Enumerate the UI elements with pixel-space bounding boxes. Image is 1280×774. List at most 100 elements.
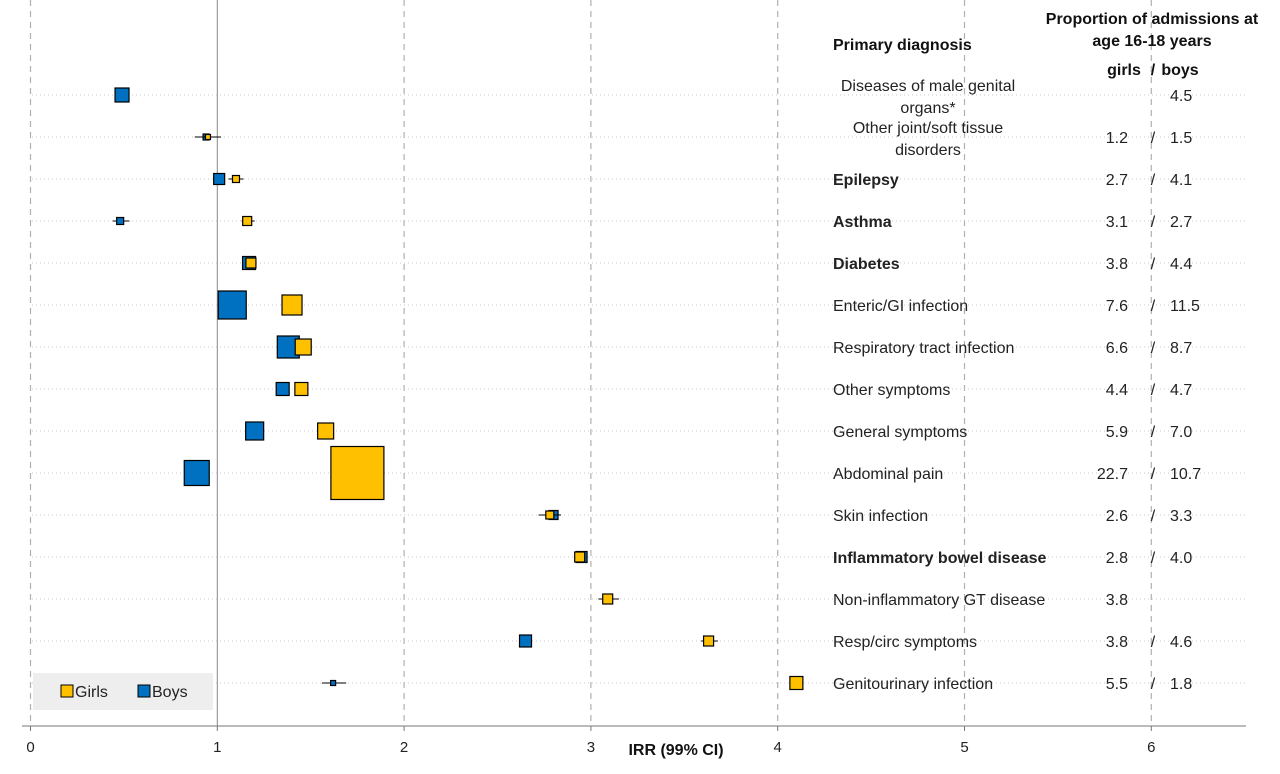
prop-boys-value: 4.5 (1170, 88, 1192, 105)
diagnosis-label: Skin infection (833, 508, 928, 525)
girls-point (598, 593, 619, 605)
prop-slash: / (1151, 550, 1156, 567)
prop-girls-value: 2.8 (1106, 550, 1128, 567)
girls-point (317, 422, 335, 440)
x-tick-label: 3 (587, 739, 595, 756)
prop-girls-value: 22.7 (1097, 466, 1128, 483)
prop-slash: / (1151, 298, 1156, 315)
legend: Girls Boys (33, 673, 213, 710)
diagnosis-label: Asthma (833, 214, 892, 231)
x-tick-label: 5 (960, 739, 968, 756)
girls-point-marker (789, 675, 804, 691)
girls-point-marker (330, 445, 385, 501)
prop-boys-value: 10.7 (1170, 466, 1201, 483)
diagnosis-label: Genitourinary infection (833, 676, 993, 693)
prop-boys-value: 7.0 (1170, 424, 1192, 441)
x-tick-label: 0 (26, 739, 34, 756)
boys-point (217, 290, 247, 320)
diagnosis-label: Epilepsy (833, 172, 899, 189)
girls-point (330, 445, 385, 501)
girls-point-marker (317, 422, 335, 440)
girls-point-marker (242, 215, 253, 227)
diagnosis-header: Primary diagnosis (833, 37, 972, 54)
girls-point (701, 635, 718, 647)
girls-point-marker (702, 635, 715, 647)
prop-girls-value: 2.6 (1106, 508, 1128, 525)
x-tick-label: 6 (1147, 739, 1155, 756)
boys-point (245, 421, 265, 441)
boys-point (213, 172, 226, 186)
x-tick-label: 4 (774, 739, 782, 756)
boys-point (183, 459, 210, 487)
diagnosis-label: Other symptoms (833, 382, 950, 399)
diagnosis-label: Diabetes (833, 256, 900, 273)
prop-slash: / (1151, 466, 1156, 483)
diagnosis-label: Respiratory tract infection (833, 340, 1014, 357)
prop-girls-value: 1.2 (1106, 130, 1128, 147)
diagnosis-label: disorders (895, 142, 961, 159)
prop-girls-value: 4.4 (1106, 382, 1128, 399)
girls-point (789, 675, 804, 691)
diagnosis-label: organs* (900, 100, 955, 117)
proportion-header-line1: Proportion of admissions at (1046, 11, 1259, 28)
legend-boys-label: Boys (152, 684, 188, 701)
diagnosis-label: Resp/circ symptoms (833, 634, 977, 651)
boys-point (518, 634, 533, 648)
prop-slash: / (1151, 172, 1156, 189)
x-tick-label: 1 (213, 739, 221, 756)
girls-header: girls (1107, 62, 1141, 79)
boys-point (321, 679, 347, 687)
diagnosis-label: Diseases of male genital (841, 78, 1015, 95)
prop-boys-value: 4.4 (1170, 256, 1192, 273)
prop-slash: / (1151, 130, 1156, 147)
boys-point-marker (183, 459, 210, 487)
boys-point-marker (114, 87, 130, 103)
prop-girls-value: 7.6 (1106, 298, 1128, 315)
boys-point-marker (330, 679, 337, 687)
diagnosis-label: Enteric/GI infection (833, 298, 968, 315)
girls-point-marker (204, 133, 212, 141)
girls-point-marker (574, 551, 586, 563)
boys-header: boys (1161, 62, 1198, 79)
legend-girls-swatch (60, 684, 74, 698)
data-rows: Diseases of male genital organs* 4.5 Other … (112, 78, 1201, 693)
girls-point (294, 381, 309, 397)
prop-boys-value: 2.7 (1170, 214, 1192, 231)
boys-point (275, 381, 290, 397)
legend-boys-swatch (137, 684, 151, 698)
x-axis: 0 1 2 3 4 5 6 (22, 725, 1246, 756)
boys-point-marker (245, 421, 265, 441)
prop-girls-value: 5.5 (1106, 676, 1128, 693)
prop-girls-value: 3.8 (1106, 256, 1128, 273)
prop-boys-value: 3.3 (1170, 508, 1192, 525)
boys-point (114, 87, 130, 103)
prop-girls-value: 3.8 (1106, 634, 1128, 651)
diagnosis-label: General symptoms (833, 424, 967, 441)
prop-boys-value: 4.6 (1170, 634, 1192, 651)
boys-point-marker (217, 290, 247, 320)
girls-point (294, 338, 312, 356)
prop-boys-value: 8.7 (1170, 340, 1192, 357)
prop-girls-value: 6.6 (1106, 340, 1128, 357)
girls-point-marker (281, 294, 303, 316)
prop-slash: / (1151, 424, 1156, 441)
girls-point-marker (245, 257, 257, 269)
prop-slash: / (1151, 676, 1156, 693)
proportion-header-line2: age 16-18 years (1092, 33, 1211, 50)
prop-girls-value: 5.9 (1106, 424, 1128, 441)
boys-point-marker (116, 216, 125, 226)
prop-boys-value: 4.1 (1170, 172, 1192, 189)
prop-girls-value: 3.8 (1106, 592, 1128, 609)
diagnosis-label: Abdominal pain (833, 466, 943, 483)
prop-boys-value: 1.8 (1170, 676, 1192, 693)
prop-girls-value: 2.7 (1106, 172, 1128, 189)
girls-point-marker (294, 381, 309, 397)
girls-point (245, 257, 257, 269)
girls-point-marker (545, 510, 555, 520)
grid-lines (29, 0, 1246, 726)
prop-slash: / (1151, 256, 1156, 273)
girls-point-marker (294, 338, 312, 356)
boys-point-marker (275, 381, 290, 397)
boys-point (112, 216, 130, 226)
boys-point-marker (518, 634, 533, 648)
